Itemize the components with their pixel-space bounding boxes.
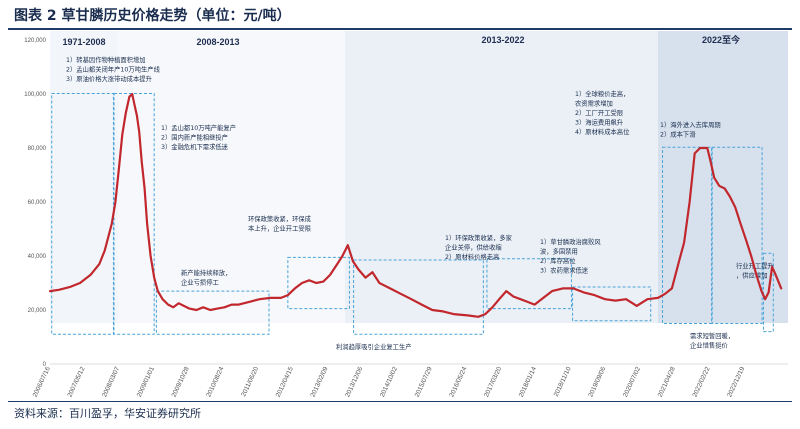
y-tick-label: 20,000 xyxy=(28,308,47,314)
period-label-2013-2022: 2013-2022 xyxy=(481,35,524,45)
annotation-text: 1）草甘膦政治腐败风波，多国禁用 2）库存高位 3）农药需求低迷 xyxy=(540,237,601,275)
source-note: 资料来源：百川盈孚，华安证券研究所 xyxy=(14,407,201,420)
annotation-text: 需求短暂回暖，企业惜售挺价 xyxy=(690,331,734,350)
x-tick-label: 2016/05/24 xyxy=(448,366,468,399)
y-tick-label: 40,000 xyxy=(28,254,47,260)
y-tick-label: 120,000 xyxy=(24,38,46,44)
y-tick-label: 80,000 xyxy=(28,146,47,152)
x-tick-label: 2009/01/01 xyxy=(136,366,156,399)
x-tick-label: 2022/12/19 xyxy=(726,366,746,399)
period-band-2022-now xyxy=(658,31,788,323)
annotation-text: 1）海外进入去库周期 2）成本下滑 xyxy=(660,120,721,139)
price-series-line xyxy=(48,92,783,318)
annotation-box xyxy=(711,146,763,324)
x-tick-label: 2009/10/28 xyxy=(171,366,191,399)
x-tick-label: 2013/02/09 xyxy=(310,366,330,399)
annotation-box xyxy=(762,252,774,333)
x-tick-label: 2012/04/15 xyxy=(275,366,295,399)
x-tick-label: 2018/01/14 xyxy=(518,366,538,399)
x-tick-label: 2020/07/02 xyxy=(622,366,642,399)
period-label-2008-2013: 2008-2013 xyxy=(196,37,239,47)
x-tick-label: 2006/07/16 xyxy=(32,366,52,399)
x-tick-label: 2018/11/10 xyxy=(553,366,573,398)
x-tick-label: 2022/02/22 xyxy=(691,366,711,399)
x-tick-label: 2015/07/29 xyxy=(414,366,434,399)
chart-title: 图表 2 草甘膦历史价格走势（单位：元/吨） xyxy=(14,8,291,24)
source-rule xyxy=(8,401,792,402)
title-rule xyxy=(8,28,792,30)
annotation-box xyxy=(155,290,270,335)
x-tick-label: 2010/08/24 xyxy=(205,366,225,399)
annotation-text: 环保政策收紧，环保成本上升，企业开工受限 xyxy=(248,214,312,233)
annotation-box xyxy=(287,256,350,310)
annotation-box xyxy=(486,258,572,310)
annotation-box xyxy=(572,286,652,322)
x-tick-label: 2011/06/20 xyxy=(240,366,260,398)
y-tick-label: 60,000 xyxy=(28,200,47,206)
annotation-text: 1）孟山都10万吨产能复产 2）国内新产能相继投产 3）金融危机下需求低迷 xyxy=(161,123,236,151)
period-label-1971-2008: 1971-2008 xyxy=(62,37,105,47)
y-tick-label: 0 xyxy=(43,362,47,368)
price-chart: 1971-2008 2008-2013 2013-2022 2022至今 020… xyxy=(24,31,788,399)
annotation-box xyxy=(662,146,713,324)
annotation-text: 1）全球粮价走高，农资需求增加 2）工厂开工受限 3）海运费用飙升 4）原材料成本高位 xyxy=(575,89,630,136)
annotation-text: 1）环保政策收紧，多家企业关停，供给收缩 2）原材料价格走高 xyxy=(445,233,513,261)
x-tick-label: 2007/05/12 xyxy=(66,366,86,399)
annotation-text: 利润趋厚吸引企业复工生产 xyxy=(336,342,412,351)
y-tick-label: 100,000 xyxy=(24,92,46,98)
x-tick-label: 2017/03/20 xyxy=(483,366,503,399)
period-band-1971-2008 xyxy=(50,31,118,323)
x-tick-label: 2014/10/02 xyxy=(379,366,399,399)
annotation-text: 1）转基因作物种植面积增加 2）孟山都关闭年产10万吨生产线 3）原油价格大涨带动成… xyxy=(66,55,161,83)
x-tick-label: 2021/04/28 xyxy=(657,366,677,399)
period-band-2008-2013 xyxy=(118,31,345,323)
x-tick-label: 2008/03/07 xyxy=(101,366,121,399)
annotation-box xyxy=(353,259,484,335)
x-tick-label: 2013/12/06 xyxy=(344,366,364,399)
period-label-2022-now: 2022至今 xyxy=(702,34,741,45)
x-tick-label: 2019/09/06 xyxy=(587,366,607,399)
period-band-2013-2022 xyxy=(345,31,658,323)
annotation-text: 新产能持续释放，企业亏损停工 xyxy=(181,268,231,287)
